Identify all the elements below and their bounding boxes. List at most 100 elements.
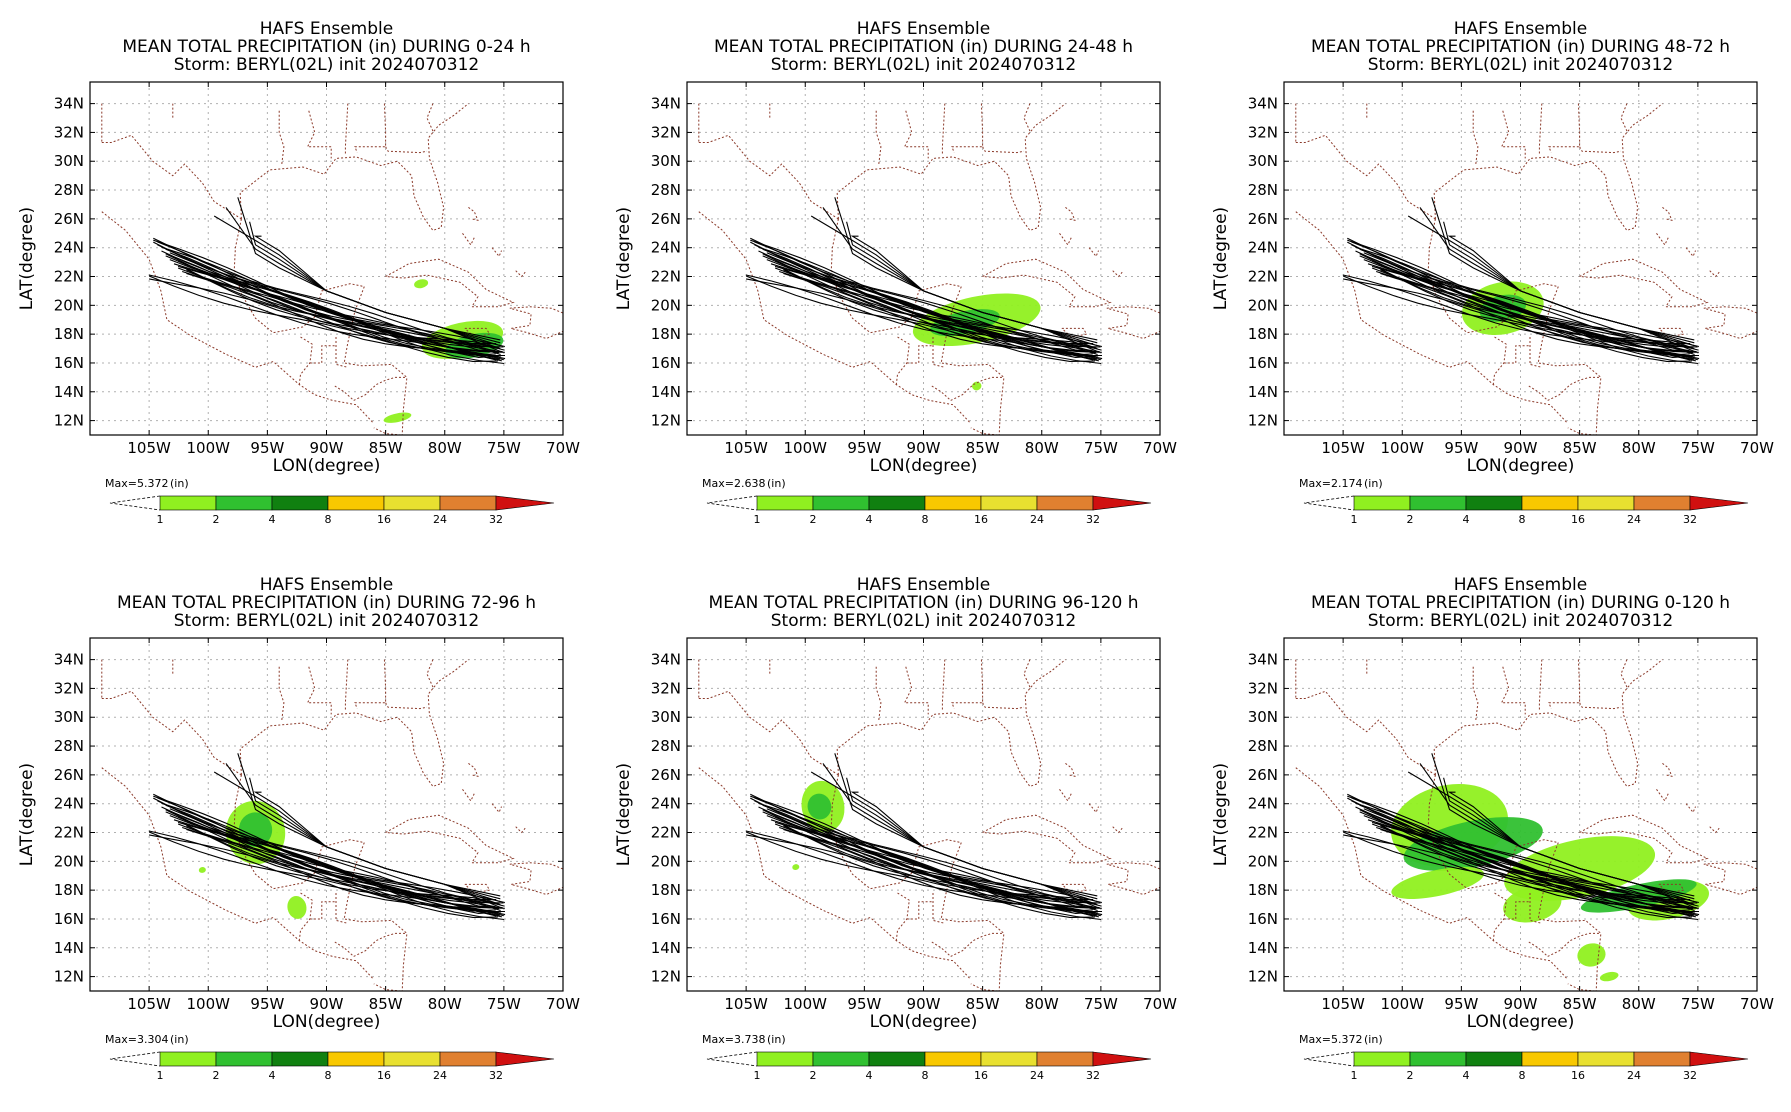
coastline <box>941 103 946 156</box>
storm-track <box>173 256 497 358</box>
coastline <box>491 247 502 258</box>
coastline <box>1059 789 1072 802</box>
storm-track <box>1380 825 1696 914</box>
coastline <box>385 814 515 864</box>
coastline <box>982 702 1025 710</box>
coastline <box>1088 803 1099 814</box>
storm-track <box>1367 256 1691 358</box>
coastline <box>353 376 407 401</box>
coastline <box>354 103 387 153</box>
legend-threshold: 4 <box>269 1069 276 1082</box>
x-tick-label: 100W <box>784 439 828 457</box>
x-tick-label: 75W <box>487 439 521 457</box>
legend-upper-arrow <box>1689 495 1749 511</box>
legend-threshold: 24 <box>433 1069 447 1082</box>
storm-track <box>1380 269 1696 358</box>
storm-track <box>754 244 1101 348</box>
storm-track <box>1351 244 1698 348</box>
color-legend: Max=5.372 (in)1 2 4 8 16 24 32 <box>105 477 555 526</box>
x-tick-label: 80W <box>1622 995 1656 1013</box>
legend-swatch <box>159 1051 217 1067</box>
coastline <box>982 146 1025 154</box>
chart-title: HAFS Ensemble <box>1454 19 1587 39</box>
legend-threshold: 2 <box>213 513 220 526</box>
x-tick-label: 85W <box>966 995 1000 1013</box>
chart-title: Storm: BERYL(02L) init 2024070312 <box>771 611 1076 631</box>
coastline <box>1112 270 1123 278</box>
chart-title: MEAN TOTAL PRECIPITATION (in) DURING 48-… <box>1311 37 1730 57</box>
storm-track <box>253 791 501 897</box>
coastline <box>1106 862 1160 896</box>
coastline <box>903 110 929 159</box>
storm-track <box>1355 246 1700 348</box>
storm-track <box>774 267 1096 358</box>
y-tick-label: 34N <box>54 651 84 669</box>
y-tick-label: 24N <box>54 239 84 257</box>
coastline <box>1088 247 1099 258</box>
map-panel: HAFS Ensemble MEAN TOTAL PRECIPITATION (i… <box>1194 556 1791 1112</box>
x-tick-label: 85W <box>1563 995 1597 1013</box>
max-label: Max=2.174 <box>1299 477 1362 490</box>
storm-track <box>1342 834 1693 905</box>
storm-track <box>165 253 505 353</box>
storm-track <box>1351 800 1698 904</box>
color-legend: Max=2.174 (in)1 2 4 8 16 24 32 <box>1299 477 1749 526</box>
max-label: Max=5.372 <box>1299 1033 1362 1046</box>
y-tick-label: 12N <box>1248 412 1278 430</box>
coastline <box>1538 659 1543 712</box>
storm-track <box>186 825 502 914</box>
y-tick-label: 24N <box>1248 239 1278 257</box>
chart-title: MEAN TOTAL PRECIPITATION (in) DURING 96-… <box>709 593 1139 613</box>
coastline <box>906 345 933 364</box>
x-tick-label: 105W <box>724 439 768 457</box>
legend-swatch <box>327 1051 385 1067</box>
storm-track <box>161 246 506 348</box>
y-tick-label: 24N <box>651 795 681 813</box>
coastline <box>491 803 502 814</box>
legend-swatch <box>812 1051 870 1067</box>
legend-swatch <box>924 495 982 511</box>
y-tick-label: 14N <box>54 383 84 401</box>
coastline <box>306 110 332 159</box>
x-tick-label: 70W <box>1740 995 1774 1013</box>
chart-title: HAFS Ensemble <box>260 575 393 595</box>
legend-threshold: 8 <box>325 513 332 526</box>
units-label: (in) <box>1364 477 1383 490</box>
units-label: (in) <box>767 1033 786 1046</box>
y-tick-label: 28N <box>54 181 84 199</box>
storm-track <box>750 793 1094 901</box>
coastline <box>895 892 910 941</box>
y-tick-label: 14N <box>651 939 681 957</box>
coastline <box>373 983 402 991</box>
storm-track <box>1447 791 1695 897</box>
x-tick-label: 80W <box>1622 439 1656 457</box>
legend-threshold: 2 <box>1407 1069 1414 1082</box>
coastline <box>1538 103 1543 156</box>
coastline <box>932 893 945 924</box>
x-tick-label: 75W <box>1681 995 1715 1013</box>
storm-track <box>177 267 499 358</box>
coastline <box>1433 659 1663 787</box>
legend-swatch <box>1409 1051 1467 1067</box>
coastline <box>509 862 563 896</box>
coastline <box>1106 306 1160 340</box>
x-axis-label: LON(degree) <box>273 456 381 476</box>
max-label: Max=3.304 <box>105 1033 168 1046</box>
storm-track <box>161 802 506 904</box>
coastline <box>373 427 402 435</box>
legend-swatch <box>327 495 385 511</box>
legend-swatch <box>1465 495 1523 511</box>
x-tick-label: 70W <box>546 439 580 457</box>
storm-track <box>745 831 1095 918</box>
coastline <box>1295 767 1569 980</box>
y-tick-label: 16N <box>1248 354 1278 372</box>
legend-swatch <box>1633 495 1691 511</box>
storm-track <box>1355 802 1700 904</box>
coastline <box>1567 427 1596 435</box>
coastline <box>239 659 469 787</box>
legend-swatch <box>1577 495 1635 511</box>
coastline <box>698 690 839 776</box>
coastline <box>1528 941 1549 957</box>
coastline <box>335 337 348 368</box>
